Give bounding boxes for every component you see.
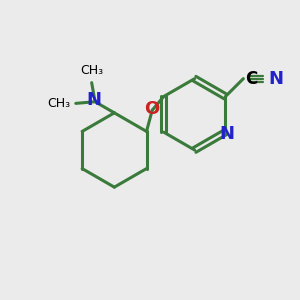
Text: N: N [220, 125, 235, 143]
Text: O: O [145, 100, 160, 118]
Text: N: N [268, 70, 283, 88]
Text: CH₃: CH₃ [80, 64, 103, 77]
Text: N: N [86, 91, 101, 109]
Text: C: C [245, 70, 257, 88]
Text: CH₃: CH₃ [47, 97, 70, 110]
